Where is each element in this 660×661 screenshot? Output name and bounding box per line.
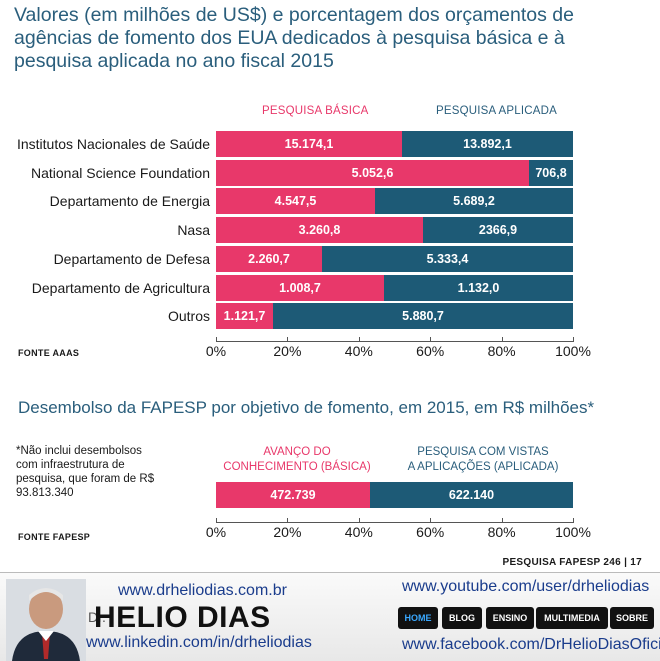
value-label-basic: 472.739: [270, 488, 316, 502]
category-label: Nasa: [177, 222, 210, 239]
bar-basic: [216, 159, 529, 186]
linkedin-link[interactable]: www.linkedin.com/in/drheliodias: [86, 634, 312, 651]
bar-basic: [216, 188, 375, 215]
x-axis-tick: [430, 518, 432, 523]
value-label-basic: 4.547,5: [274, 194, 317, 209]
bar-applied: [529, 159, 573, 186]
legend-basic: PESQUISA BÁSICA: [262, 105, 369, 117]
bar-basic: [216, 217, 423, 244]
magazine-footer: PESQUISA FAPESP 246 | 17: [502, 557, 642, 568]
x-tick-label: 100%: [555, 524, 591, 540]
x-tick-label: 80%: [487, 343, 516, 359]
value-label-applied: 13.892,1: [463, 137, 512, 151]
legend-fapesp-applied-line2: A APLICAÇÕES (APLICADA): [407, 461, 559, 473]
bar-applied: [370, 482, 573, 508]
x-axis-tick: [501, 337, 503, 342]
category-label: National Science Foundation: [30, 164, 210, 181]
nav-sobre-button[interactable]: SOBRE: [610, 607, 654, 629]
x-axis-tick: [573, 337, 574, 342]
value-label-applied: 706,8: [535, 165, 567, 180]
bar-basic: [216, 131, 402, 157]
facebook-link[interactable]: www.facebook.com/DrHelioDiasOficial: [402, 636, 660, 653]
legend-fapesp-basic-line1: AVANÇO DO: [263, 446, 331, 458]
site-link[interactable]: www.drheliodias.com.br: [118, 582, 287, 599]
value-label-applied: 2366,9: [478, 223, 518, 238]
x-axis-tick: [216, 518, 217, 523]
legend-fapesp-applied-line1: PESQUISA COM VISTAS: [417, 446, 549, 458]
category-label: Institutos Nacionales de Saúde: [16, 136, 210, 152]
x-tick-label: 100%: [555, 343, 591, 359]
x-axis-tick: [573, 518, 574, 523]
x-tick-label: 60%: [416, 343, 445, 359]
x-axis-line: [216, 522, 573, 523]
bar-basic: [216, 245, 322, 272]
bar-basic: [216, 482, 370, 508]
banner-name: HELIO DIAS: [94, 601, 271, 634]
nav-home-button[interactable]: HOME: [398, 607, 438, 629]
value-label-basic: 1.121,7: [223, 309, 266, 324]
value-label-basic: 15.174,1: [284, 137, 334, 151]
x-axis-tick: [501, 518, 503, 523]
bar-applied: [384, 274, 573, 301]
category-label: Outros: [167, 308, 210, 325]
x-axis-tick: [358, 337, 360, 342]
value-label-basic: 5.052,6: [351, 165, 394, 180]
x-tick-label: 60%: [416, 524, 445, 540]
portrait-icon: [6, 579, 86, 661]
chart-title: Valores (em milhões de US$) e porcentage…: [14, 4, 574, 72]
x-tick-label: 40%: [344, 343, 373, 359]
bar-basic: [216, 303, 273, 330]
x-axis-tick: [287, 518, 289, 523]
x-axis-tick: [430, 337, 432, 342]
x-axis-tick: [287, 337, 289, 342]
legend-applied: PESQUISA APLICADA: [436, 105, 558, 117]
x-axis-tick: [216, 337, 217, 342]
value-label-basic: 1.008,7: [279, 280, 321, 295]
nav-ensino-button[interactable]: ENSINO: [486, 607, 534, 629]
category-label: Departamento de Agricultura: [31, 279, 210, 296]
category-label: Departamento de Energia: [49, 193, 210, 210]
category-label: Departamento de Defesa: [53, 250, 210, 267]
legend-fapesp-basic-line2: CONHECIMENTO (BÁSICA): [223, 461, 371, 473]
nav-multimedia-button[interactable]: MULTIMEDIA: [536, 607, 608, 629]
value-label-applied: 5.689,2: [453, 194, 495, 209]
legend-fapesp-basic: AVANÇO DO CONHECIMENTO (BÁSICA): [216, 445, 378, 475]
bar-applied: [322, 245, 573, 272]
nav-blog-button[interactable]: BLOG: [442, 607, 482, 629]
x-tick-label: 0%: [205, 343, 227, 359]
x-tick-label: 20%: [273, 343, 302, 359]
legend-fapesp-applied: PESQUISA COM VISTAS A APLICAÇÕES (APLICA…: [388, 445, 578, 475]
value-label-applied: 5.333,4: [426, 251, 469, 266]
value-label-applied: 622.140: [448, 488, 495, 502]
x-tick-label: 80%: [487, 524, 516, 540]
source-fapesp: FONTE FAPESP: [18, 532, 91, 542]
source-aaas: FONTE AAAS: [18, 348, 80, 358]
footnote: *Não inclui desembolsos com infraestrutu…: [16, 445, 155, 499]
bar-applied: [402, 131, 573, 157]
x-tick-label: 20%: [273, 524, 302, 540]
x-tick-label: 0%: [205, 524, 227, 540]
value-label-basic: 2.260,7: [248, 251, 290, 266]
banner-dr: Dr.: [88, 609, 106, 625]
value-label-basic: 3.260,8: [298, 223, 341, 238]
youtube-link[interactable]: www.youtube.com/user/drheliodias: [402, 578, 650, 595]
chart2-title: Desembolso da FAPESP por objetivo de fom…: [18, 398, 595, 417]
value-label-applied: 5.880,7: [402, 309, 444, 324]
bar-applied: [375, 188, 573, 215]
value-label-applied: 1.132,0: [457, 280, 500, 295]
bar-applied: [423, 217, 573, 244]
bar-applied: [273, 303, 573, 330]
x-axis-tick: [358, 518, 360, 523]
x-tick-label: 40%: [344, 524, 373, 540]
bar-basic: [216, 274, 384, 301]
x-axis-line: [216, 341, 573, 342]
